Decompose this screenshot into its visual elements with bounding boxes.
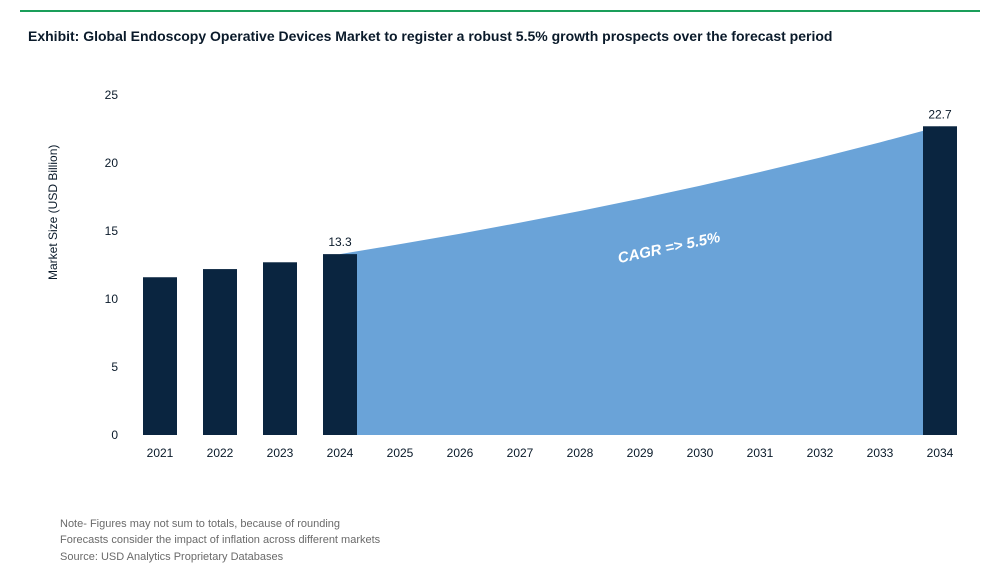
svg-text:2023: 2023 bbox=[267, 446, 294, 460]
note-line: Source: USD Analytics Proprietary Databa… bbox=[60, 549, 380, 566]
svg-text:25: 25 bbox=[105, 88, 119, 102]
svg-text:2022: 2022 bbox=[207, 446, 234, 460]
svg-text:2030: 2030 bbox=[687, 446, 714, 460]
svg-text:2032: 2032 bbox=[807, 446, 834, 460]
svg-text:2034: 2034 bbox=[927, 446, 954, 460]
svg-text:15: 15 bbox=[105, 224, 119, 238]
note-line: Forecasts consider the impact of inflati… bbox=[60, 532, 380, 549]
svg-text:22.7: 22.7 bbox=[928, 107, 952, 121]
svg-text:2027: 2027 bbox=[507, 446, 534, 460]
svg-text:20: 20 bbox=[105, 156, 119, 170]
y-axis-label: Market Size (USD Billion) bbox=[46, 145, 60, 280]
svg-text:5: 5 bbox=[111, 360, 118, 374]
svg-text:2021: 2021 bbox=[147, 446, 174, 460]
svg-text:2028: 2028 bbox=[567, 446, 594, 460]
svg-text:2031: 2031 bbox=[747, 446, 774, 460]
svg-text:0: 0 bbox=[111, 428, 118, 442]
svg-text:2029: 2029 bbox=[627, 446, 654, 460]
svg-text:2024: 2024 bbox=[327, 446, 354, 460]
exhibit-title: Exhibit: Global Endoscopy Operative Devi… bbox=[28, 28, 832, 44]
chart-svg: 0510152025202120222023202420252026202720… bbox=[60, 85, 980, 475]
svg-text:2033: 2033 bbox=[867, 446, 894, 460]
svg-text:10: 10 bbox=[105, 292, 119, 306]
top-rule bbox=[20, 10, 980, 12]
svg-text:2026: 2026 bbox=[447, 446, 474, 460]
chart-notes: Note- Figures may not sum to totals, bec… bbox=[60, 516, 380, 566]
svg-text:13.3: 13.3 bbox=[328, 235, 352, 249]
note-line: Note- Figures may not sum to totals, bec… bbox=[60, 516, 380, 533]
svg-text:2025: 2025 bbox=[387, 446, 414, 460]
chart-area: 0510152025202120222023202420252026202720… bbox=[60, 85, 980, 475]
